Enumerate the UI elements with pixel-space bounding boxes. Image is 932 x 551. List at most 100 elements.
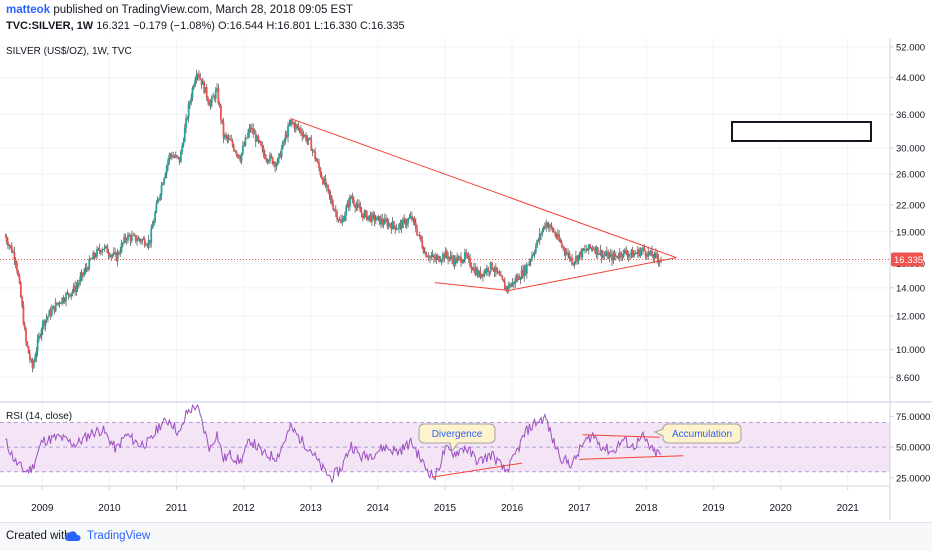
candle-body bbox=[617, 257, 620, 259]
candle-body bbox=[532, 254, 535, 256]
candle-body bbox=[288, 124, 291, 126]
tradingview-link[interactable]: TradingView bbox=[87, 530, 151, 542]
candle-body bbox=[143, 238, 146, 246]
candle-body bbox=[373, 214, 376, 222]
accumulation-callout[interactable]: Accumulation bbox=[653, 423, 742, 444]
trend-drawings[interactable] bbox=[290, 118, 684, 478]
candle-body bbox=[442, 253, 444, 260]
candle-body bbox=[198, 74, 200, 78]
candle-body bbox=[560, 242, 563, 247]
candle-body bbox=[581, 248, 584, 258]
candle-body bbox=[278, 153, 280, 159]
candle-body bbox=[253, 133, 256, 135]
price-tick-label: 19.000 bbox=[896, 227, 925, 238]
candle-body bbox=[645, 255, 648, 257]
candle-body bbox=[13, 252, 16, 260]
time-axis[interactable]: 2009 2010 2011 2012 2013 2014 2015 2016 2017 2018… bbox=[0, 485, 890, 514]
candle-body bbox=[555, 235, 558, 238]
symbol-label: TVC:SILVER, 1W bbox=[6, 20, 94, 32]
candle-body bbox=[26, 341, 29, 347]
chart-area[interactable]: 52.000 44.000 36.000 30.000 26.000 22.000 19.0… bbox=[0, 38, 932, 520]
candle-body bbox=[124, 236, 127, 240]
candle-body bbox=[187, 104, 190, 118]
price-axis[interactable]: 52.000 44.000 36.000 30.000 26.000 22.000 19.0… bbox=[890, 42, 925, 384]
candle-body bbox=[75, 286, 78, 292]
candle-body bbox=[280, 148, 283, 158]
candle-body bbox=[130, 235, 133, 241]
candle-body bbox=[229, 138, 231, 140]
time-tick-label: 2012 bbox=[233, 503, 256, 514]
candle-body bbox=[239, 158, 242, 162]
candle-body bbox=[553, 231, 555, 233]
candle-body bbox=[101, 249, 104, 253]
candle-body bbox=[204, 87, 207, 93]
candle-body bbox=[461, 262, 464, 263]
candle-body bbox=[341, 219, 344, 223]
price-chart-svg[interactable]: 52.000 44.000 36.000 30.000 26.000 22.000 19.0… bbox=[0, 38, 932, 520]
rsi-axis[interactable]: 75.0000 50.0000 25.0000 bbox=[890, 412, 930, 485]
candle-body bbox=[540, 233, 542, 235]
candle-body bbox=[594, 249, 597, 254]
candle-body bbox=[74, 285, 76, 292]
candle-body bbox=[297, 125, 300, 129]
candle-body bbox=[182, 141, 185, 146]
rsi-lower-accumulation-line bbox=[579, 455, 684, 460]
candle-body bbox=[400, 222, 403, 229]
candle-body bbox=[194, 80, 197, 87]
candle-body bbox=[90, 258, 93, 260]
candle-body bbox=[45, 318, 48, 321]
candle-body bbox=[65, 293, 67, 302]
candle-body bbox=[269, 154, 271, 162]
candle-body bbox=[362, 213, 364, 219]
candle-body bbox=[395, 228, 398, 230]
last-price-tag: 16.335 bbox=[891, 252, 923, 267]
candle-body bbox=[16, 262, 18, 272]
price-change: −0.179 (−1.08%) bbox=[132, 20, 215, 32]
candle-body bbox=[483, 270, 486, 277]
time-tick-label: 2017 bbox=[568, 503, 591, 514]
candle-body bbox=[4, 236, 7, 238]
candle-body bbox=[174, 155, 177, 158]
candle-body bbox=[284, 134, 287, 142]
candle-body bbox=[265, 158, 267, 160]
candle-body bbox=[146, 245, 149, 246]
candle-body bbox=[621, 256, 624, 258]
rectangle-drawing[interactable] bbox=[731, 121, 872, 142]
divergence-callout[interactable]: Divergence bbox=[418, 423, 496, 453]
candle-body bbox=[587, 244, 590, 251]
candle-body bbox=[398, 224, 400, 229]
candle-body bbox=[484, 270, 487, 273]
candle-body bbox=[507, 284, 510, 289]
candle-body bbox=[307, 137, 310, 141]
candle-body bbox=[474, 267, 477, 275]
candle-body bbox=[469, 257, 471, 267]
candle-body bbox=[226, 136, 229, 139]
candle-body bbox=[634, 253, 637, 255]
low-value: 16.330 bbox=[323, 20, 357, 32]
candle-body bbox=[511, 281, 514, 285]
candle-body bbox=[345, 207, 348, 216]
candle-body bbox=[456, 257, 459, 264]
candle-body bbox=[352, 199, 355, 205]
candle-body bbox=[298, 128, 301, 130]
candle-body bbox=[139, 240, 142, 242]
candle-body bbox=[565, 253, 568, 255]
author-link[interactable]: matteok bbox=[6, 4, 51, 16]
candle-body bbox=[281, 141, 284, 149]
candle-body bbox=[28, 353, 31, 360]
candle-body bbox=[416, 229, 419, 235]
price-tick-label: 8.600 bbox=[896, 373, 920, 384]
rsi-tick-label: 75.0000 bbox=[896, 412, 930, 423]
candle-body bbox=[510, 284, 513, 287]
candle-body bbox=[21, 297, 24, 307]
candle-body bbox=[631, 249, 634, 258]
candle-body bbox=[618, 252, 621, 258]
candle-body bbox=[315, 159, 318, 161]
candle-body bbox=[475, 269, 478, 275]
candle-body bbox=[590, 247, 593, 249]
candle-body bbox=[217, 87, 220, 104]
candle-body bbox=[120, 243, 123, 252]
candle-body bbox=[463, 252, 466, 260]
candle-body bbox=[414, 222, 417, 230]
candle-body bbox=[235, 151, 238, 155]
